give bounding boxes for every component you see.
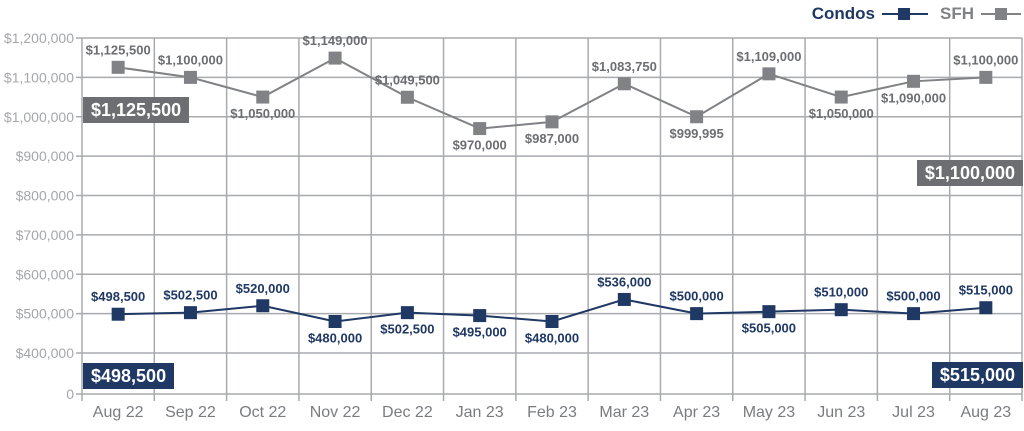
sfh-point-label: $1,083,750 bbox=[592, 59, 657, 74]
sfh-marker bbox=[400, 90, 414, 104]
y-axis-tick-label: $900,000 bbox=[16, 148, 75, 164]
sfh-marker bbox=[111, 60, 125, 74]
condos-point-label: $502,500 bbox=[380, 322, 434, 337]
condos-marker bbox=[545, 315, 559, 328]
y-axis-tick-label: $1,000,000 bbox=[4, 109, 74, 125]
condos-marker bbox=[907, 307, 921, 321]
x-axis-tick-label: May 23 bbox=[743, 404, 796, 421]
sfh-marker bbox=[473, 122, 487, 136]
condos-line-marker-icon bbox=[882, 8, 928, 20]
x-axis-tick-label: Oct 22 bbox=[239, 404, 286, 421]
condos-marker bbox=[400, 306, 414, 320]
y-axis-tick-label: $600,000 bbox=[16, 266, 75, 282]
sfh-point-label: $1,050,000 bbox=[230, 106, 295, 121]
y-axis-tick-label: $700,000 bbox=[16, 227, 75, 243]
condos-marker bbox=[834, 303, 848, 317]
sfh-marker bbox=[183, 70, 197, 84]
y-axis-tick-label: $1,100,000 bbox=[4, 69, 74, 85]
y-axis-tick-label: $1,200,000 bbox=[4, 30, 74, 46]
sfh-point-label: $987,000 bbox=[525, 131, 579, 146]
sfh-point-label: $1,149,000 bbox=[303, 33, 368, 48]
sfh-marker bbox=[617, 77, 631, 91]
sfh-marker bbox=[762, 67, 776, 81]
sfh-marker bbox=[979, 70, 993, 84]
sfh-legend-marker bbox=[995, 8, 1007, 20]
condos-point-label: $498,500 bbox=[91, 289, 145, 304]
sfh-point-label: $999,995 bbox=[669, 126, 723, 141]
sfh-marker bbox=[834, 90, 848, 104]
sfh-point-label: $1,109,000 bbox=[736, 49, 801, 64]
sfh-marker bbox=[328, 51, 342, 65]
condos-marker bbox=[617, 292, 631, 306]
sfh-marker bbox=[907, 74, 921, 88]
x-axis-tick-label: Sep 22 bbox=[165, 404, 216, 421]
sfh-marker bbox=[256, 90, 270, 104]
sfh-point-label: $1,125,500 bbox=[86, 42, 151, 57]
x-axis-tick-label: Apr 23 bbox=[673, 404, 720, 421]
legend-label-condos: Condos bbox=[811, 4, 875, 23]
x-axis-tick-label: Dec 22 bbox=[382, 404, 433, 421]
condos-point-label: $536,000 bbox=[597, 274, 651, 289]
condos-marker bbox=[979, 301, 993, 315]
condos-legend-marker bbox=[898, 8, 910, 20]
condos-point-label: $480,000 bbox=[525, 331, 579, 346]
callout-sfh-first-value: $1,125,500 bbox=[83, 97, 190, 123]
y-axis-tick-label: $500,000 bbox=[16, 306, 75, 322]
sfh-marker bbox=[545, 115, 559, 129]
condos-marker bbox=[690, 307, 704, 321]
y-axis-tick-label: $400,000 bbox=[16, 345, 75, 361]
legend-label-sfh: SFH bbox=[940, 4, 974, 23]
condos-point-label: $500,000 bbox=[669, 289, 723, 304]
x-axis-tick-label: Jul 23 bbox=[892, 404, 935, 421]
x-axis-tick-label: Aug 23 bbox=[960, 404, 1011, 421]
condos-marker bbox=[328, 315, 342, 328]
y-axis-tick-label: $800,000 bbox=[16, 188, 75, 204]
condos-marker bbox=[473, 309, 487, 323]
x-axis-tick-label: Mar 23 bbox=[599, 404, 649, 421]
x-axis-tick-label: Jan 23 bbox=[456, 404, 504, 421]
condos-marker bbox=[183, 306, 197, 320]
condos-point-label: $480,000 bbox=[308, 331, 362, 346]
condos-point-label: $500,000 bbox=[886, 289, 940, 304]
y-axis-baseline-label: 0 bbox=[66, 386, 74, 402]
condos-marker bbox=[111, 307, 125, 321]
condos-point-label: $510,000 bbox=[814, 285, 868, 300]
callout-condos-last-value: $515,000 bbox=[931, 362, 1023, 388]
condos-point-label: $515,000 bbox=[959, 283, 1013, 298]
sfh-marker bbox=[690, 110, 704, 124]
condos-point-label: $520,000 bbox=[236, 281, 290, 296]
callout-condos-first-value: $498,500 bbox=[83, 363, 175, 389]
condos-point-label: $505,000 bbox=[742, 321, 796, 336]
x-axis-tick-label: Nov 22 bbox=[310, 404, 361, 421]
sfh-line-marker-icon bbox=[981, 8, 1021, 20]
sfh-point-label: $1,100,000 bbox=[953, 52, 1018, 67]
callout-sfh-last-value: $1,100,000 bbox=[916, 160, 1023, 186]
sfh-point-label: $1,050,000 bbox=[809, 106, 874, 121]
x-axis-tick-label: Feb 23 bbox=[527, 404, 577, 421]
condos-point-label: $495,000 bbox=[453, 325, 507, 340]
sfh-point-label: $970,000 bbox=[453, 138, 507, 153]
x-axis-tick-label: Jun 23 bbox=[817, 404, 865, 421]
x-axis-tick-label: Aug 22 bbox=[93, 404, 144, 421]
condos-marker bbox=[762, 305, 776, 319]
chart-legend: Condos SFH bbox=[812, 4, 1023, 24]
condos-point-label: $502,500 bbox=[163, 288, 217, 303]
sfh-point-label: $1,100,000 bbox=[158, 52, 223, 67]
condos-marker bbox=[256, 299, 270, 313]
sfh-point-label: $1,049,500 bbox=[375, 72, 440, 87]
sfh-point-label: $1,090,000 bbox=[881, 90, 946, 105]
